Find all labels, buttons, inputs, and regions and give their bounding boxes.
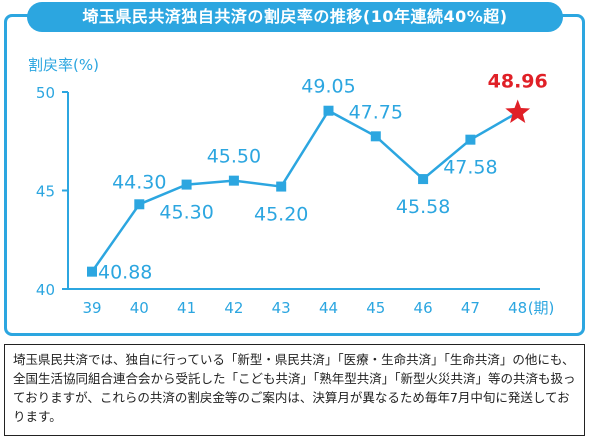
- x-tick-label: 48: [508, 299, 527, 317]
- x-axis-unit: (期): [528, 299, 555, 317]
- data-point: [87, 266, 97, 277]
- x-tick-label: 45: [366, 299, 385, 317]
- series-line: [90, 109, 519, 273]
- data-label: 45.50: [207, 146, 261, 168]
- data-label: 47.75: [349, 101, 403, 123]
- y-tick-label: 40: [36, 281, 55, 299]
- data-point: [134, 199, 145, 210]
- data-label: 47.58: [443, 157, 497, 179]
- data-label: 44.30: [112, 171, 166, 193]
- data-point: [276, 181, 287, 192]
- data-point: [418, 174, 429, 185]
- data-label: 45.20: [254, 204, 308, 226]
- data-label: 49.05: [301, 76, 355, 98]
- highlight-star-marker: [505, 99, 531, 123]
- y-tick-label: 45: [36, 183, 55, 201]
- x-tick-label: 42: [224, 299, 243, 317]
- x-tick-label: 43: [272, 299, 291, 317]
- chart-plot: 割戻率(%) 40 45 50 39 40 41 42 43 44 45 46 47 48 (期) 40.…: [28, 56, 555, 317]
- x-tick-label: 47: [461, 299, 480, 317]
- data-label: 45.58: [396, 196, 450, 218]
- data-label: 40.88: [98, 262, 152, 284]
- y-axis-title: 割戻率(%): [28, 56, 99, 74]
- data-point: [181, 179, 192, 190]
- data-point: [323, 105, 334, 116]
- x-tick-label: 46: [414, 299, 433, 317]
- y-tick-label: 50: [36, 84, 55, 102]
- footnote: 埼玉県民共済では、独自に行っている「新型・県民共済」「医療・生命共済」「生命共済…: [4, 344, 585, 436]
- chart-title: 埼玉県民共済独自共済の割戻率の推移(10年連続40%超): [27, 2, 563, 32]
- chart-panel: [4, 14, 585, 336]
- x-tick-label: 44: [319, 299, 338, 317]
- data-label: 45.30: [159, 202, 213, 224]
- data-label: 48.96: [488, 70, 548, 92]
- x-tick-label: 40: [130, 299, 149, 317]
- x-tick-label: 41: [177, 299, 196, 317]
- data-point: [228, 175, 239, 186]
- data-point: [465, 134, 476, 145]
- data-point: [370, 131, 381, 142]
- x-tick-label: 39: [82, 299, 101, 317]
